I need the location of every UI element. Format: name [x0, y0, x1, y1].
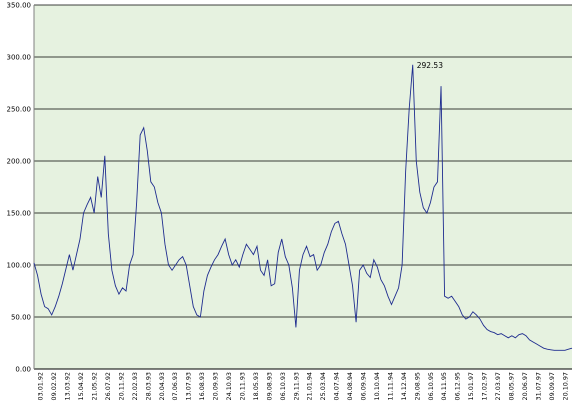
gridlines: [33, 4, 572, 370]
x-tick-label: 26.07.92: [104, 372, 112, 400]
x-tick-label: 20.09.93: [212, 372, 220, 400]
x-tick-label: 10.10.94: [373, 372, 381, 400]
x-tick-label: 20.11.93: [238, 372, 246, 400]
series-line: [33, 64, 573, 351]
x-tick-label: 06.12.95: [454, 372, 462, 400]
x-tick-label: 06.10.93: [279, 372, 287, 400]
y-tick-label: 200.00: [7, 158, 32, 166]
x-tick-label: 20.06.97: [521, 372, 529, 400]
x-tick-label: 16.08.93: [198, 372, 206, 400]
x-tick-label: 22.02.93: [131, 372, 139, 400]
x-tick-label: 09.08.93: [265, 372, 273, 400]
x-tick-label: 20.11.92: [117, 372, 125, 400]
x-tick-label: 21.05.92: [91, 372, 99, 400]
x-tick-label: 13.03.92: [64, 372, 72, 400]
x-tick-label: 15.01.97: [467, 372, 475, 400]
x-tick-label: 06.09.94: [360, 372, 368, 400]
x-tick-label: 15.04.92: [77, 372, 85, 400]
y-tick-label: 300.00: [7, 54, 32, 62]
y-tick-label: 150.00: [7, 210, 32, 218]
x-tick-label: 28.03.93: [144, 372, 152, 400]
x-tick-label: 14.12.94: [400, 372, 408, 400]
y-tick-label: 0.00: [15, 366, 31, 374]
x-tick-label: 18.05.93: [252, 372, 260, 400]
x-tick-label: 20.04.93: [158, 372, 166, 400]
x-tick-label: 06.10.95: [427, 372, 435, 400]
y-axis-tick-labels: 0.00 50.00 100.00 150.00 200.00 250.00 300.00 3…: [7, 2, 32, 374]
peak-value-label: 292.53: [417, 61, 443, 70]
x-tick-label: 08.05.97: [507, 372, 515, 400]
x-tick-label: 04.07.94: [333, 372, 341, 400]
x-tick-label: 29.11.93: [292, 372, 300, 400]
y-tick-label: 350.00: [7, 2, 32, 10]
x-tick-label: 04.11.95: [440, 372, 448, 400]
y-tick-label: 100.00: [7, 262, 32, 270]
x-tick-label: 25.03.94: [319, 372, 327, 400]
x-tick-label: 04.08.94: [346, 372, 354, 400]
x-tick-label: 13.07.93: [185, 372, 193, 400]
x-axis-tick-labels: 03.01.92 09.02.92 13.03.92 15.04.92 21.05.92…: [37, 372, 570, 400]
plot-area: [34, 5, 572, 369]
y-tick-label: 250.00: [7, 106, 32, 114]
x-tick-label: 24.10.93: [225, 372, 233, 400]
x-tick-label: 31.07.97: [534, 372, 542, 400]
x-tick-label: 20.10.97: [561, 372, 569, 400]
x-tick-label: 07.06.93: [171, 372, 179, 400]
x-tick-label: 29.08.95: [413, 372, 421, 400]
x-tick-label: 09.02.92: [50, 372, 58, 400]
x-tick-label: 17.02.97: [481, 372, 489, 400]
x-tick-label: 21.01.94: [306, 372, 314, 400]
y-tick-label: 50.00: [11, 314, 31, 322]
annotations: 292.53: [417, 61, 443, 70]
x-tick-label: 09.09.97: [548, 372, 556, 400]
x-tick-label: 27.03.97: [494, 372, 502, 400]
x-tick-label: 03.01.92: [37, 372, 45, 400]
x-tick-label: 11.11.94: [386, 372, 394, 400]
